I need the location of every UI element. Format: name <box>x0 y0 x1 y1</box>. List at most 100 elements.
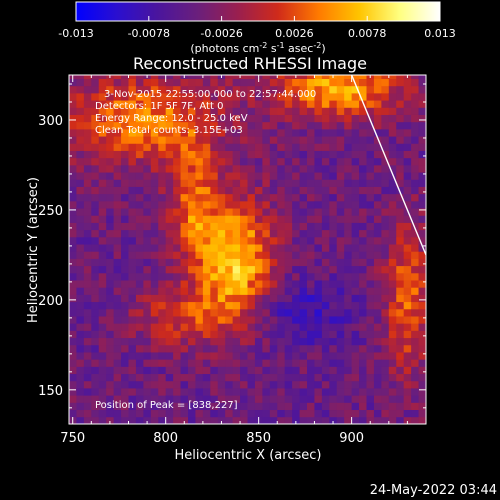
image-pixel <box>292 301 300 310</box>
image-pixel <box>396 287 405 295</box>
image-pixel <box>180 366 189 375</box>
image-pixel <box>150 323 159 331</box>
image-pixel <box>232 373 241 382</box>
image-pixel <box>307 316 315 324</box>
image-pixel <box>232 258 241 267</box>
image-pixel <box>165 107 174 115</box>
image-pixel <box>336 272 345 281</box>
image-pixel <box>396 208 405 216</box>
image-pixel <box>202 200 211 209</box>
image-pixel <box>366 294 375 303</box>
image-pixel <box>269 337 278 346</box>
image-pixel <box>247 186 256 195</box>
image-pixel <box>106 193 115 202</box>
image-pixel <box>83 373 92 382</box>
image-pixel <box>128 366 137 375</box>
image-pixel <box>329 128 338 137</box>
image-pixel <box>76 344 85 353</box>
image-pixel <box>106 330 115 339</box>
image-pixel <box>284 251 293 259</box>
image-pixel <box>106 251 115 259</box>
image-pixel <box>396 215 405 223</box>
image-pixel <box>173 294 181 303</box>
image-pixel <box>307 121 315 130</box>
image-pixel <box>180 287 189 295</box>
image-pixel <box>76 236 85 245</box>
image-pixel <box>188 215 196 223</box>
image-pixel <box>284 402 293 411</box>
image-pixel <box>329 150 338 159</box>
image-pixel <box>254 359 263 367</box>
image-pixel <box>232 85 241 94</box>
image-pixel <box>128 301 137 310</box>
image-pixel <box>232 164 241 173</box>
image-pixel <box>329 222 338 231</box>
image-pixel <box>217 337 226 346</box>
image-pixel <box>247 380 256 389</box>
image-pixel <box>150 121 159 130</box>
image-pixel <box>277 143 286 151</box>
image-pixel <box>210 272 219 281</box>
image-pixel <box>121 128 129 137</box>
image-pixel <box>135 208 144 216</box>
colorbar-gradient <box>75 1 441 22</box>
image-pixel <box>292 208 300 216</box>
image-pixel <box>106 316 115 324</box>
image-pixel <box>247 265 256 274</box>
image-pixel <box>388 215 397 223</box>
image-pixel <box>314 78 323 87</box>
image-pixel <box>388 416 397 424</box>
image-pixel <box>173 121 181 130</box>
image-pixel <box>269 114 278 123</box>
image-pixel <box>262 272 271 281</box>
image-pixel <box>232 287 241 295</box>
image-pixel <box>411 222 419 231</box>
image-pixel <box>299 75 308 79</box>
image-pixel <box>292 186 300 195</box>
image-pixel <box>165 409 174 418</box>
image-pixel <box>284 316 293 324</box>
image-pixel <box>217 164 226 173</box>
image-pixel <box>165 200 174 209</box>
image-pixel <box>418 236 426 245</box>
image-pixel <box>135 258 144 267</box>
image-pixel <box>225 114 234 123</box>
image-pixel <box>150 164 159 173</box>
image-pixel <box>121 287 129 295</box>
image-pixel <box>188 330 196 339</box>
image-pixel <box>113 316 122 324</box>
image-pixel <box>321 100 330 108</box>
image-pixel <box>195 352 204 360</box>
image-pixel <box>158 172 167 180</box>
image-pixel <box>158 164 167 173</box>
image-pixel <box>344 280 353 288</box>
image-pixel <box>299 316 308 324</box>
image-pixel <box>121 344 129 353</box>
image-pixel <box>396 272 405 281</box>
image-pixel <box>336 366 345 375</box>
image-pixel <box>373 416 382 424</box>
image-pixel <box>217 100 226 108</box>
image-pixel <box>143 330 152 339</box>
image-pixel <box>418 136 426 144</box>
image-pixel <box>98 258 107 267</box>
image-pixel <box>284 215 293 223</box>
image-pixel <box>69 92 77 101</box>
image-pixel <box>418 92 426 101</box>
image-pixel <box>359 258 367 267</box>
image-pixel <box>143 380 152 389</box>
image-pixel <box>388 373 397 382</box>
image-pixel <box>165 114 174 123</box>
image-pixel <box>411 244 419 252</box>
image-pixel <box>307 294 315 303</box>
image-pixel <box>83 330 92 339</box>
image-pixel <box>388 150 397 159</box>
image-pixel <box>173 85 181 94</box>
image-pixel <box>403 258 412 267</box>
image-pixel <box>299 100 308 108</box>
image-pixel <box>388 344 397 353</box>
image-pixel <box>217 272 226 281</box>
image-pixel <box>314 200 323 209</box>
image-pixel <box>351 193 360 202</box>
image-pixel <box>232 388 241 396</box>
